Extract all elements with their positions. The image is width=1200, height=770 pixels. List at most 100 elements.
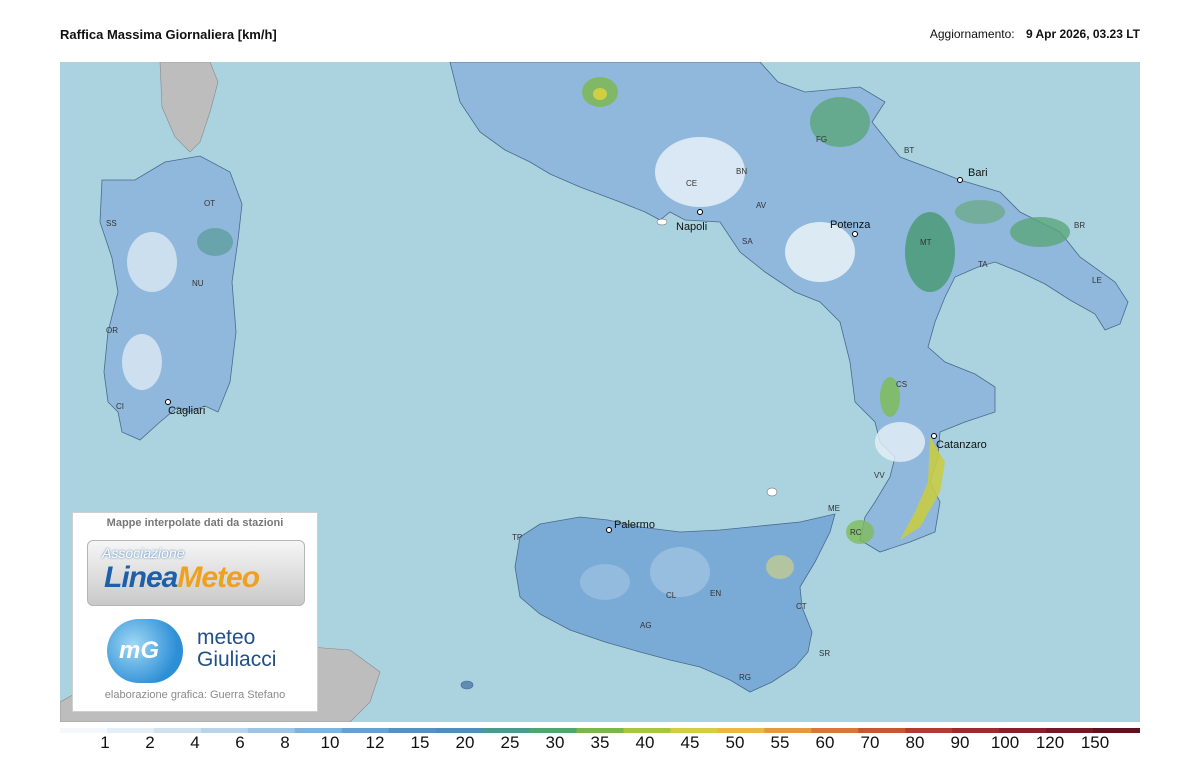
legend-color-swatch [717, 728, 765, 733]
prov-label: NU [192, 279, 204, 288]
prov-label: SR [819, 649, 830, 658]
city-label-potenza: Potenza [830, 219, 871, 231]
prov-label: CS [896, 380, 907, 389]
legend-color-swatch [294, 728, 343, 733]
legend-tick-label: 12 [365, 733, 385, 752]
legend-tick-label: 120 [1035, 733, 1065, 752]
legend-color-swatch [60, 728, 108, 733]
city-label-napoli: Napoli [676, 221, 707, 233]
legend-color-swatch [482, 728, 531, 733]
legend-color-swatch [1046, 728, 1094, 733]
legend-color-swatch [435, 728, 484, 733]
sardinia-landmass [99, 155, 243, 441]
city-label-palermo: Palermo [614, 519, 655, 531]
prov-label: SA [742, 237, 753, 246]
legend-color-swatch [858, 728, 906, 733]
legend-tick-label: 20 [455, 733, 475, 752]
legend-tick-label: 10 [320, 733, 340, 752]
legend-tick-label: 35 [590, 733, 610, 752]
mg-monogram: mG [119, 637, 160, 664]
legend-color-swatch [576, 728, 624, 733]
prov-label: CL [666, 591, 677, 600]
prov-label: AV [756, 201, 767, 210]
prov-label: ME [828, 504, 840, 513]
logo-panel: Mappe interpolate dati da stazioni Assoc… [72, 512, 318, 712]
prov-label: LE [1092, 276, 1102, 285]
update-label: Aggiornamento: [929, 27, 1015, 41]
wind-gust-map: Napoli Potenza Bari Catanzaro Palermo Ca… [60, 62, 1140, 722]
prov-label: BT [904, 146, 914, 155]
sicily-landmass [514, 513, 836, 693]
legend-tick-label: 90 [950, 733, 970, 752]
prov-label: RG [739, 673, 751, 682]
prov-label: CI [116, 402, 124, 411]
legend-tick-label: 6 [235, 733, 245, 752]
city-label-cagliari: Cagliari [168, 405, 205, 417]
legend-color-swatch [623, 728, 671, 733]
legend-color-swatch [764, 728, 812, 733]
legend-color-swatch [247, 728, 296, 733]
meteo-giuliacci-logo: mG [107, 619, 183, 683]
legend-color-swatch [106, 728, 155, 733]
legend-color-swatch [200, 728, 249, 733]
prov-label: FG [816, 135, 827, 144]
brand-part-1: Linea [104, 561, 178, 594]
prov-label: VV [874, 471, 885, 480]
legend-color-swatch [905, 728, 953, 733]
brand-wordmark: LineaMeteo [104, 561, 260, 595]
city-label-catanzaro: Catanzaro [936, 439, 987, 451]
legend-color-swatch [811, 728, 859, 733]
logo-caption: Mappe interpolate dati da stazioni [106, 517, 284, 529]
legend-tick-label: 50 [725, 733, 745, 752]
legend-tick-label: 15 [410, 733, 430, 752]
legend-color-swatch [529, 728, 578, 733]
lineameteo-logo: Associazione LineaMeteo [87, 540, 305, 606]
legend-tick-label: 8 [280, 733, 290, 752]
legend-labels: 1 2 4 6 8 10 12 15 20 25 30 35 40 45 50 55 60 70 80 90 100 12… [60, 733, 1140, 755]
update-timestamp: 9 Apr 2026, 03.23 LT [1025, 27, 1140, 41]
association-text: Associazione [102, 545, 185, 561]
legend-color-swatch [341, 728, 390, 733]
legend-color-bar [60, 728, 1140, 733]
legend-tick-label: 55 [770, 733, 790, 752]
prov-label: TA [978, 260, 988, 269]
legend-tick-label: 100 [990, 733, 1020, 752]
legend-tick-label: 70 [860, 733, 880, 752]
city-label-bari: Bari [968, 167, 988, 179]
prov-label: TP [512, 533, 522, 542]
legend-tick-label: 80 [905, 733, 925, 752]
legend-tick-label: 4 [190, 733, 200, 752]
map-title: Raffica Massima Giornaliera [km/h] [60, 27, 277, 42]
legend-color-swatch [670, 728, 718, 733]
legend-color-swatch [153, 728, 202, 733]
giuliacci-word: Giuliacci [197, 648, 277, 672]
legend-tick-label: 40 [635, 733, 655, 752]
prov-label: CT [796, 602, 807, 611]
legend-color-swatch [952, 728, 1000, 733]
brand-part-2: Meteo [177, 561, 260, 594]
prov-label: AG [640, 621, 652, 630]
legend-tick-label: 1 [100, 733, 110, 752]
legend-tick-label: 45 [680, 733, 700, 752]
prov-label: CE [686, 179, 697, 188]
legend-tick-label: 30 [545, 733, 565, 752]
peninsula-landmass [449, 62, 1129, 553]
legend-tick-label: 2 [145, 733, 155, 752]
legend-tick-label: 25 [500, 733, 520, 752]
prov-label: MT [920, 238, 932, 247]
update-info: Aggiornamento: 9 Apr 2026, 03.23 LT [930, 27, 1140, 41]
legend-color-swatch [999, 728, 1047, 733]
legend-color-swatch [1093, 728, 1140, 733]
prov-label: OR [106, 326, 118, 335]
map-canvas: Napoli Potenza Bari Catanzaro Palermo Ca… [60, 62, 1129, 722]
corsica-landmass [159, 62, 219, 153]
prov-label: RC [850, 528, 862, 537]
meteo-word: meteo [197, 626, 256, 649]
graphics-credit: elaborazione grafica: Guerra Stefano [104, 689, 286, 701]
prov-label: SS [106, 219, 117, 228]
prov-label: EN [710, 589, 721, 598]
mg-cloud-icon [107, 619, 183, 683]
legend-tick-label: 150 [1080, 733, 1110, 752]
legend-tick-label: 60 [815, 733, 835, 752]
prov-label: BN [736, 167, 747, 176]
